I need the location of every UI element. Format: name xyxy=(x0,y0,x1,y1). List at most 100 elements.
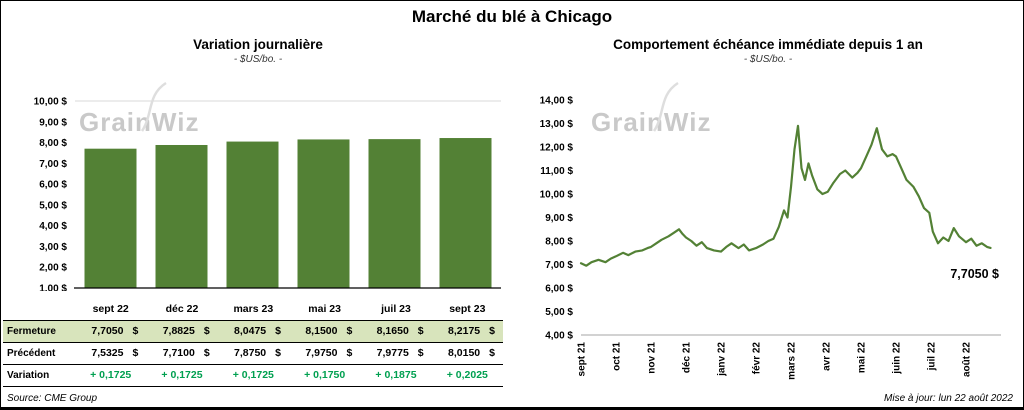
y-tick-label: 8,00 $ xyxy=(545,237,573,248)
bar-juil 23 xyxy=(368,139,421,288)
y-tick-label: 4,00 $ xyxy=(39,221,67,232)
y-tick-label: 1,00 $ xyxy=(39,284,67,292)
cell-value: 8,0150 xyxy=(448,347,481,359)
value-cell: 7,7100 $ xyxy=(146,342,218,365)
row-label: Variation xyxy=(3,364,75,387)
value-cell: 8,0150 $ xyxy=(431,342,503,365)
table-row: Fermeture 7,7050 $7,8825 $8,0475 $8,1500 $8,1… xyxy=(3,320,503,343)
y-tick-label: 4,00 $ xyxy=(545,331,573,342)
y-tick-label: 5,00 $ xyxy=(39,200,67,211)
y-tick-label: 12,00 $ xyxy=(540,143,574,154)
bar-déc 22 xyxy=(155,144,208,288)
x-tick-label: nov 21 xyxy=(647,342,658,374)
currency-symbol: $ xyxy=(489,325,495,337)
value-cell: 7,7050 $ xyxy=(75,320,147,343)
table-header-row: sept 22 déc 22 mars 23 mai 23 juil 23 sept 23 xyxy=(3,298,503,321)
line-chart: 14,00 $ 13,00 $ 12,00 $ 11,00 $ 10,00 $ 9,00 … xyxy=(540,96,1001,380)
empty-header-cell xyxy=(3,298,75,321)
last-price-annotation: 7,7050 $ xyxy=(950,267,999,281)
category-header: mars 23 xyxy=(217,298,289,321)
value-cell: + 0,1725 xyxy=(146,364,218,387)
bar-mars 23 xyxy=(226,141,279,288)
currency-symbol: $ xyxy=(417,325,424,337)
x-tick-label: déc 21 xyxy=(682,342,693,374)
value-cell: 8,1500 $ xyxy=(288,320,361,343)
y-tick-label: 9,00 $ xyxy=(39,117,67,128)
value-cell: 8,1650 $ xyxy=(360,320,432,343)
x-tick-label: mars 22 xyxy=(787,342,798,380)
page-title: Marché du blé à Chicago xyxy=(411,7,613,26)
x-tick-label: févr 22 xyxy=(752,342,763,375)
value-cell: 8,0475 $ xyxy=(217,320,289,343)
y-tick-label: 13,00 $ xyxy=(540,119,574,130)
y-tick-label: 7,00 $ xyxy=(39,159,67,170)
bar-mai 23 xyxy=(297,139,350,288)
cell-value: 8,0475 xyxy=(234,325,267,337)
bar-chart-subtitle: - $US/bo. - xyxy=(233,54,283,65)
bar-sept 22 xyxy=(84,148,137,288)
y-tick-label: 9,00 $ xyxy=(545,213,573,224)
value-cell: + 0,1725 xyxy=(75,364,147,387)
x-tick-label: mai 22 xyxy=(857,342,868,374)
y-tick-label: 10,00 $ xyxy=(540,190,574,201)
line-chart-area: 14,00 $ 13,00 $ 12,00 $ 11,00 $ 10,00 $ 9,00 … xyxy=(515,73,1021,407)
y-tick-label: 7,00 $ xyxy=(545,260,573,271)
value-cell: + 0,2025 xyxy=(431,364,503,387)
category-header: sept 23 xyxy=(431,298,503,321)
y-tick-label: 11,00 $ xyxy=(540,166,573,177)
cell-value: 8,2175 xyxy=(448,325,481,337)
value-cell: 7,8825 $ xyxy=(146,320,218,343)
currency-symbol: $ xyxy=(346,325,353,337)
y-tick-label: 6,00 $ xyxy=(39,180,67,191)
cell-value: 7,8825 xyxy=(162,325,195,337)
bar-chart-area: 10,00 $ 9,00 $ 8,00 $ 7,00 $ 6,00 $ 5,00 $ 4,0… xyxy=(3,73,513,296)
x-tick-label: juil 22 xyxy=(927,342,938,372)
one-year-panel: Comportement échéance immédiate depuis 1… xyxy=(513,27,1021,407)
bar-chart: 10,00 $ 9,00 $ 8,00 $ 7,00 $ 6,00 $ 5,00 $ 4,0… xyxy=(34,97,501,295)
category-header: mai 23 xyxy=(288,298,361,321)
source-note: Source: CME Group xyxy=(7,392,98,404)
cell-value: 8,1500 xyxy=(305,325,338,337)
currency-symbol: $ xyxy=(275,325,281,337)
table-row: Précédent 7,5325 $7,7100 $7,8750 $7,9750 $7,9… xyxy=(3,342,503,365)
price-line xyxy=(579,124,992,267)
value-cell: + 0,1875 xyxy=(360,364,432,387)
currency-symbol: $ xyxy=(203,325,210,337)
cell-value: 7,7100 xyxy=(162,347,195,359)
currency-symbol: $ xyxy=(346,347,353,359)
cell-value: 7,9775 xyxy=(376,347,409,359)
value-cell: 7,5325 $ xyxy=(75,342,147,365)
x-tick-label: sept 21 xyxy=(577,342,588,377)
currency-symbol: $ xyxy=(132,347,139,359)
y-tick-label: 3,00 $ xyxy=(39,242,67,253)
y-tick-label: 2,00 $ xyxy=(39,263,67,274)
panels-container: Variation journalière - $US/bo. - 10,00 … xyxy=(1,27,1023,407)
cell-value: 8,1650 xyxy=(376,325,409,337)
bar-chart-title: Variation journalière xyxy=(193,37,323,52)
cell-value: 7,5325 xyxy=(91,347,124,359)
x-tick-label: juin 22 xyxy=(892,342,903,375)
value-cell: 8,2175 $ xyxy=(431,320,503,343)
table-row: Variation + 0,1725 + 0,1725 + 0,1725 + 0,175… xyxy=(3,364,503,387)
x-tick-label: janv 22 xyxy=(717,342,728,377)
category-header: déc 22 xyxy=(146,298,218,321)
updated-note: Mise à jour: lun 22 août 2022 xyxy=(884,393,1013,404)
cell-value: 7,9750 xyxy=(305,347,338,359)
cell-value: 7,8750 xyxy=(234,347,267,359)
currency-symbol: $ xyxy=(489,347,495,359)
value-cell: + 0,1750 xyxy=(288,364,361,387)
currency-symbol: $ xyxy=(275,347,281,359)
value-cell: 7,9750 $ xyxy=(288,342,361,365)
x-tick-label: août 22 xyxy=(962,342,973,377)
value-cell: 7,8750 $ xyxy=(217,342,289,365)
currency-symbol: $ xyxy=(417,347,424,359)
line-chart-title: Comportement échéance immédiate depuis 1… xyxy=(613,37,923,52)
y-tick-label: 5,00 $ xyxy=(545,307,573,318)
value-cell: 7,9775 $ xyxy=(360,342,432,365)
cell-value: 7,7050 xyxy=(91,325,124,337)
bar-sept 23 xyxy=(439,138,492,288)
y-tick-label: 6,00 $ xyxy=(545,284,573,295)
line-chart-subtitle: - $US/bo. - xyxy=(743,54,793,65)
currency-symbol: $ xyxy=(203,347,210,359)
